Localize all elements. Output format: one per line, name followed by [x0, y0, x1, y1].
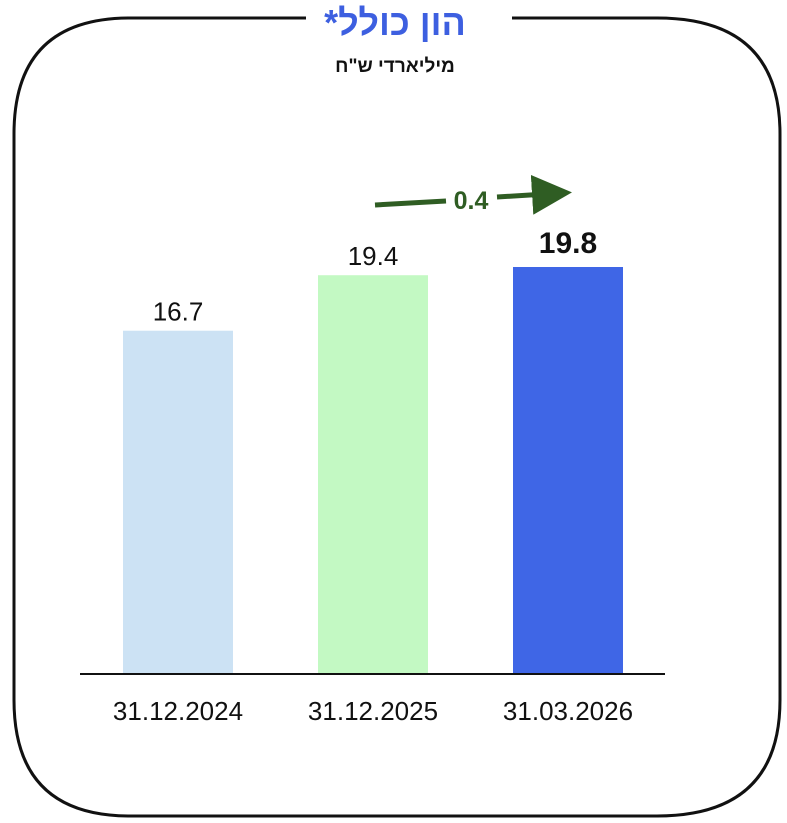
chart-title: הון כולל*	[324, 2, 466, 43]
bar-1	[318, 275, 428, 674]
data-label-2: 19.8	[539, 227, 597, 260]
x-tick-label-2: 31.03.2026	[503, 696, 633, 726]
bar-0	[123, 330, 233, 674]
change-annotation-label: 0.4	[454, 187, 489, 215]
data-label-0: 16.7	[153, 297, 204, 327]
data-label-1: 19.4	[348, 241, 399, 271]
change-arrow-head	[496, 174, 572, 215]
x-tick-label-0: 31.12.2024	[113, 696, 243, 726]
x-tick-label-1: 31.12.2025	[308, 696, 438, 726]
chart-subtitle: מיליארדי ש"ח	[335, 56, 455, 77]
change-arrow-tail	[374, 198, 447, 208]
bar-2	[513, 267, 623, 674]
